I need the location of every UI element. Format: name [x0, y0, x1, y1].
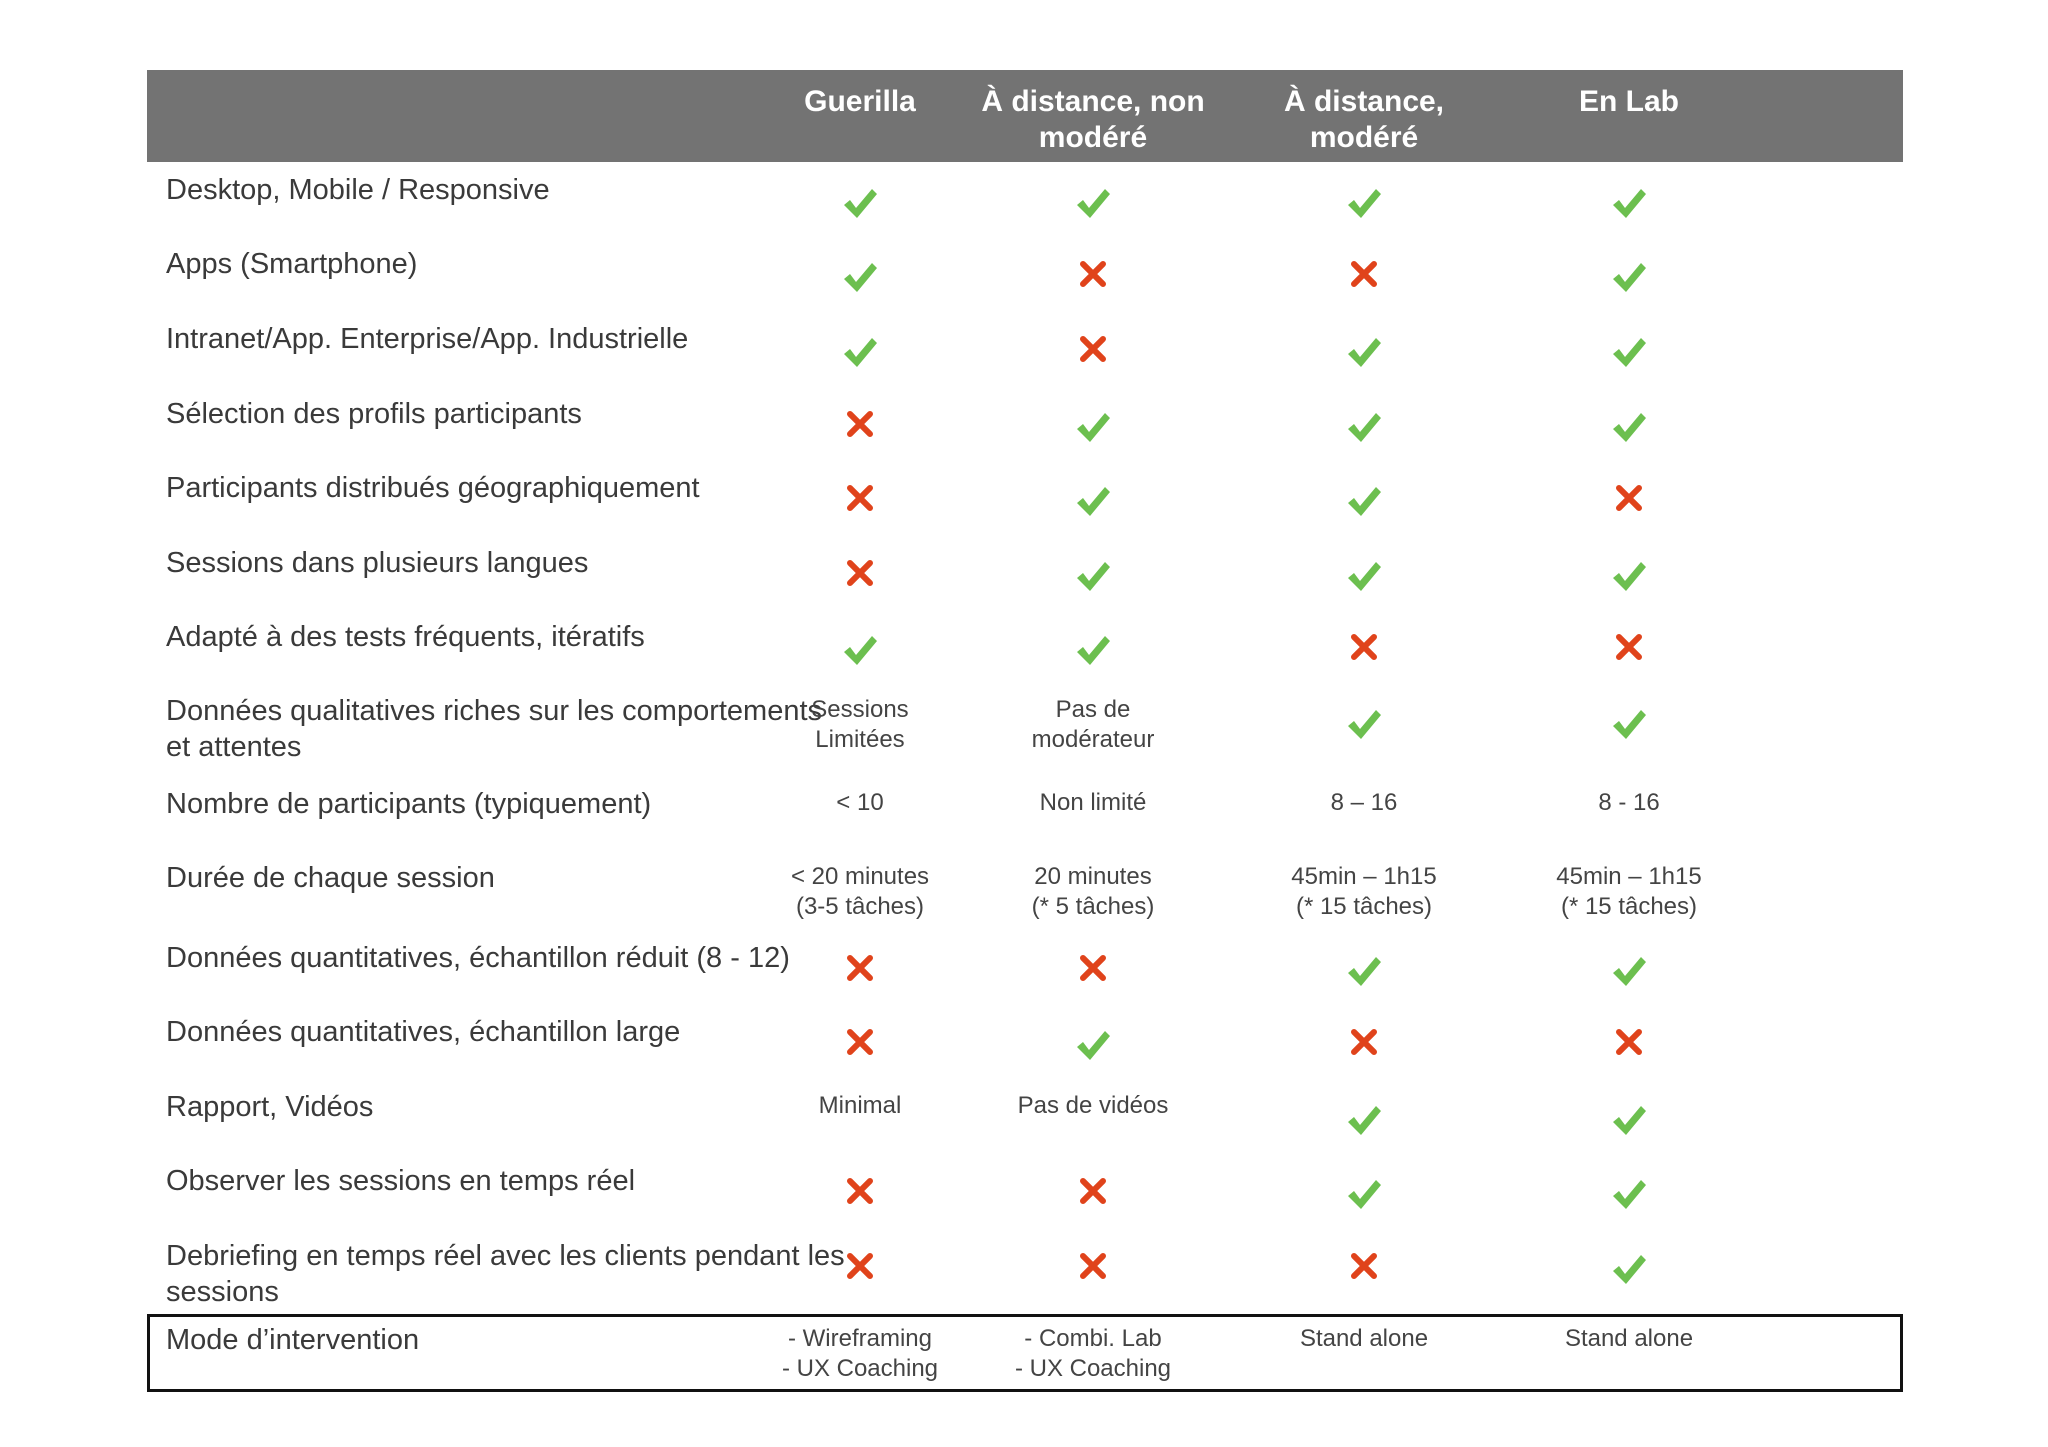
cell-text: < 10: [836, 789, 884, 816]
check-icon: [1504, 410, 1754, 444]
row-label: Adapté à des tests fréquents, itératifs: [166, 621, 645, 653]
check-icon: [735, 633, 985, 667]
cross-icon: [735, 484, 985, 512]
row-label: Intranet/App. Enterprise/App. Industriel…: [166, 323, 689, 355]
row-label: Sessions dans plusieurs langues: [166, 547, 589, 579]
cross-icon: [735, 1252, 985, 1280]
cross-icon: [1239, 260, 1489, 288]
check-icon: [1504, 1103, 1754, 1137]
cell-text: 45min – 1h15 (* 15 tâches): [1556, 863, 1702, 920]
check-icon: [1239, 707, 1489, 741]
check-icon: [1239, 335, 1489, 369]
check-icon: [1504, 1177, 1754, 1211]
row-label: Observer les sessions en temps réel: [166, 1165, 636, 1197]
row-label: Rapport, Vidéos: [166, 1091, 374, 1123]
cross-icon: [968, 335, 1218, 363]
row-label: Apps (Smartphone): [166, 248, 418, 280]
cell-text: < 20 minutes (3-5 tâches): [790, 863, 930, 920]
cell-text: - Combi. Lab - UX Coaching: [1014, 1325, 1172, 1382]
check-icon: [1504, 707, 1754, 741]
cross-icon: [735, 954, 985, 982]
cross-icon: [1239, 1028, 1489, 1056]
cross-icon: [735, 410, 985, 438]
check-icon: [1504, 260, 1754, 294]
cell-text: - Wireframing - UX Coaching: [781, 1325, 939, 1382]
cross-icon: [735, 559, 985, 587]
cell-text: 8 – 16: [1330, 789, 1398, 816]
check-icon: [968, 559, 1218, 593]
table-header: Guerilla À distance, non modéré À distance…: [147, 70, 1903, 162]
column-header-3: À distance, modéré: [1283, 85, 1445, 154]
cell-text: Non limité: [1039, 789, 1147, 816]
check-icon: [968, 1028, 1218, 1062]
cross-icon: [968, 260, 1218, 288]
cell-text: Stand alone: [1299, 1325, 1429, 1352]
cell-text: Minimal: [818, 1092, 902, 1119]
check-icon: [1239, 559, 1489, 593]
check-icon: [735, 260, 985, 294]
cell-text: Pas de modérateur: [1031, 696, 1155, 753]
mode-intervention-box: [147, 1314, 1903, 1392]
row-label: Desktop, Mobile / Responsive: [166, 174, 550, 206]
cross-icon: [735, 1177, 985, 1205]
row-label: Participants distribués géographiquement: [166, 472, 700, 504]
check-icon: [1239, 484, 1489, 518]
cross-icon: [1504, 633, 1754, 661]
cell-text: Sessions Limitées: [811, 696, 909, 753]
check-icon: [968, 484, 1218, 518]
row-label: Mode d’intervention: [166, 1324, 420, 1356]
cross-icon: [968, 954, 1218, 982]
cross-icon: [1504, 1028, 1754, 1056]
check-icon: [1504, 1252, 1754, 1286]
column-header-1: Guerilla: [804, 85, 916, 118]
cross-icon: [968, 1177, 1218, 1205]
check-icon: [1239, 1103, 1489, 1137]
cell-text: 20 minutes (* 5 tâches): [1031, 863, 1155, 920]
check-icon: [1239, 410, 1489, 444]
check-icon: [968, 186, 1218, 220]
row-label: Nombre de participants (typiquement): [166, 788, 652, 820]
cross-icon: [735, 1028, 985, 1056]
check-icon: [1504, 954, 1754, 988]
cross-icon: [968, 1252, 1218, 1280]
check-icon: [1504, 335, 1754, 369]
check-icon: [968, 410, 1218, 444]
check-icon: [1239, 186, 1489, 220]
check-icon: [1504, 559, 1754, 593]
check-icon: [735, 335, 985, 369]
row-label: Debriefing en temps réel avec les client…: [166, 1240, 845, 1308]
check-icon: [968, 633, 1218, 667]
check-icon: [1504, 186, 1754, 220]
column-header-4: En Lab: [1578, 85, 1679, 118]
check-icon: [1239, 954, 1489, 988]
cell-text: 8 - 16: [1598, 789, 1660, 816]
cross-icon: [1239, 1252, 1489, 1280]
row-label: Durée de chaque session: [166, 862, 495, 894]
row-label: Données qualitatives riches sur les comp…: [166, 695, 823, 763]
row-label: Sélection des profils participants: [166, 398, 582, 430]
cross-icon: [1239, 633, 1489, 661]
cross-icon: [1504, 484, 1754, 512]
row-label: Données quantitatives, échantillon large: [166, 1016, 681, 1048]
cell-text: Stand alone: [1564, 1325, 1694, 1352]
row-label: Données quantitatives, échantillon rédui…: [166, 942, 790, 974]
cell-text: 45min – 1h15 (* 15 tâches): [1291, 863, 1437, 920]
cell-text: Pas de vidéos: [1017, 1092, 1169, 1119]
check-icon: [1239, 1177, 1489, 1211]
check-icon: [735, 186, 985, 220]
column-header-2: À distance, non modéré: [981, 85, 1205, 154]
